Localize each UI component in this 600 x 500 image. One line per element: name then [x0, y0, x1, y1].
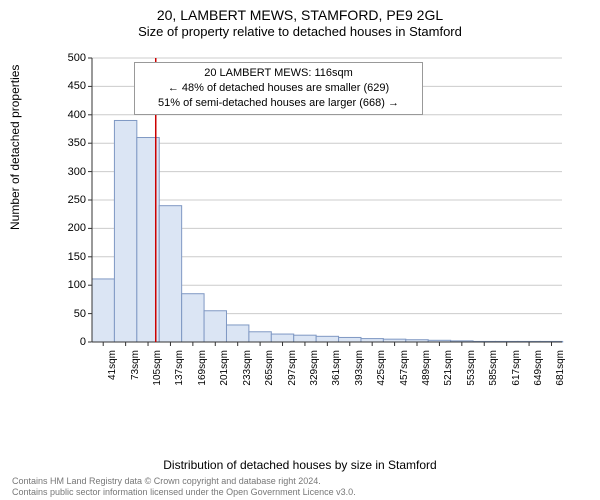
- x-tick-label: 553sqm: [466, 350, 477, 400]
- container: 20, LAMBERT MEWS, STAMFORD, PE9 2GL Size…: [0, 0, 600, 500]
- x-tick-label: 681sqm: [555, 350, 566, 400]
- y-tick-label: 250: [58, 194, 86, 206]
- y-tick-label: 350: [58, 137, 86, 149]
- callout-box: 20 LAMBERT MEWS: 116sqm ← 48% of detache…: [134, 62, 423, 115]
- x-tick-label: 425sqm: [376, 350, 387, 400]
- x-tick-label: 297sqm: [287, 350, 298, 400]
- x-tick-label: 457sqm: [399, 350, 410, 400]
- chart-area: 0 50 100 150 200 250 300 350 400 450 500 41sqm 73sq…: [60, 50, 570, 400]
- x-tick-label: 233sqm: [242, 350, 253, 400]
- y-tick-label: 50: [58, 308, 86, 320]
- y-tick-label: 400: [58, 109, 86, 121]
- y-tick-label: 450: [58, 80, 86, 92]
- x-tick-label: 489sqm: [421, 350, 432, 400]
- footer-line-2: Contains public sector information licen…: [12, 487, 356, 498]
- x-tick-label: 105sqm: [152, 350, 163, 400]
- y-tick-label: 200: [58, 222, 86, 234]
- x-tick-label: 521sqm: [443, 350, 454, 400]
- callout-line-3: 51% of semi-detached houses are larger (…: [141, 96, 416, 111]
- x-tick-label: 361sqm: [331, 350, 342, 400]
- x-axis-label: Distribution of detached houses by size …: [0, 458, 600, 472]
- x-tick-label: 41sqm: [107, 350, 118, 400]
- y-tick-label: 150: [58, 251, 86, 263]
- footer-line-1: Contains HM Land Registry data © Crown c…: [12, 476, 356, 487]
- y-tick-label: 300: [58, 166, 86, 178]
- x-tick-label: 169sqm: [197, 350, 208, 400]
- y-tick-label: 500: [58, 52, 86, 64]
- page-subtitle: Size of property relative to detached ho…: [0, 24, 600, 41]
- y-tick-label: 0: [58, 336, 86, 348]
- callout-line-2: ← 48% of detached houses are smaller (62…: [141, 81, 416, 96]
- footer-attribution: Contains HM Land Registry data © Crown c…: [12, 476, 356, 498]
- x-tick-label: 137sqm: [174, 350, 185, 400]
- page-title: 20, LAMBERT MEWS, STAMFORD, PE9 2GL: [0, 0, 600, 24]
- x-tick-label: 73sqm: [130, 350, 141, 400]
- x-tick-label: 617sqm: [511, 350, 522, 400]
- x-tick-label: 649sqm: [533, 350, 544, 400]
- x-tick-label: 265sqm: [264, 350, 275, 400]
- x-tick-label: 585sqm: [488, 350, 499, 400]
- y-axis-label: Number of detached properties: [8, 65, 22, 230]
- x-tick-label: 201sqm: [219, 350, 230, 400]
- callout-line-1: 20 LAMBERT MEWS: 116sqm: [141, 66, 416, 81]
- x-tick-label: 393sqm: [354, 350, 365, 400]
- x-tick-label: 329sqm: [309, 350, 320, 400]
- y-tick-label: 100: [58, 279, 86, 291]
